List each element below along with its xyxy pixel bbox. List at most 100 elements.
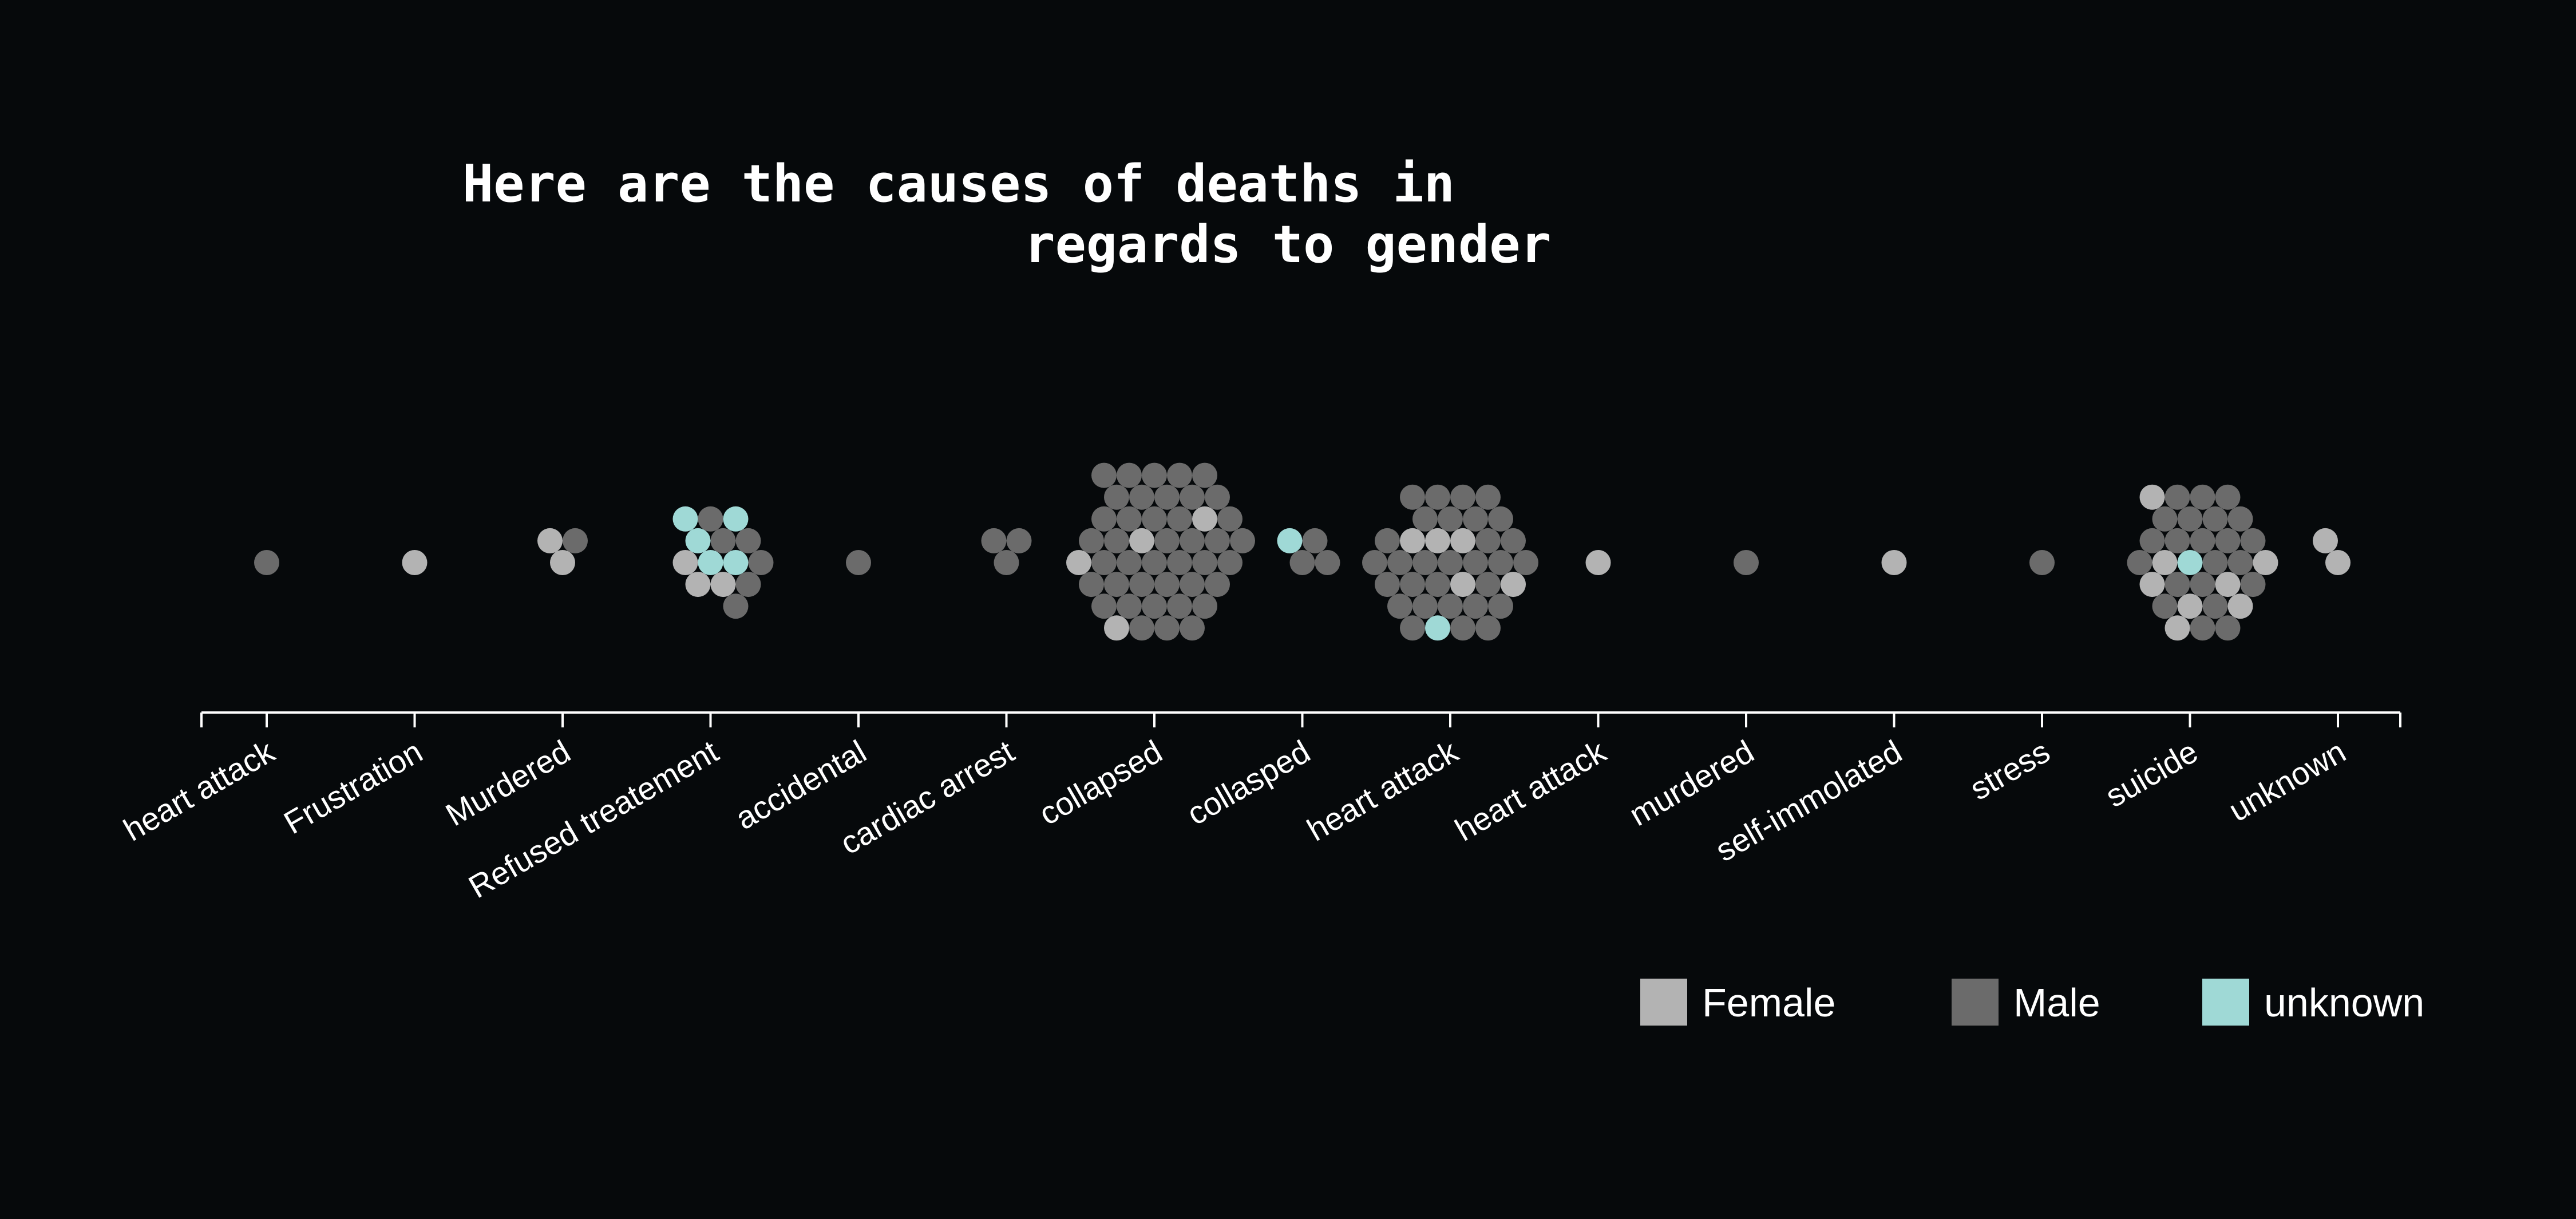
data-point-male [1289, 550, 1315, 575]
data-point-male [1154, 615, 1180, 641]
data-point-male [1180, 615, 1205, 641]
data-point-male [1154, 484, 1180, 510]
data-point-female [1450, 572, 1475, 597]
data-point-male [1091, 593, 1117, 619]
data-point-male [1091, 550, 1117, 575]
data-point-male [2240, 528, 2266, 553]
data-point-male [1167, 550, 1192, 575]
data-point-male [1400, 615, 1425, 641]
data-point-male [1167, 462, 1192, 488]
data-point-male [735, 572, 761, 597]
data-point-female [1450, 528, 1475, 553]
data-point-male [2190, 615, 2215, 641]
data-point-male [1438, 506, 1463, 532]
data-point-female [2152, 550, 2178, 575]
data-point-male [2165, 572, 2190, 597]
data-point-female [550, 550, 575, 575]
data-point-female [1129, 528, 1154, 553]
chart-title-line-2: regards to gender [1024, 215, 1551, 275]
data-point-male [1400, 484, 1425, 510]
data-point-male [748, 550, 774, 575]
data-point-male [698, 506, 723, 532]
x-tick-label: Refused treatement [462, 733, 725, 905]
data-point-unknown [672, 506, 698, 532]
data-point-male [1501, 528, 1526, 553]
data-point-female [2325, 550, 2351, 575]
data-point-male [2029, 550, 2055, 575]
legend-label-male: Male [2013, 980, 2100, 1025]
data-point-male [1412, 550, 1438, 575]
data-point-male [1180, 528, 1205, 553]
data-point-male [1217, 550, 1243, 575]
data-point-male [1091, 506, 1117, 532]
data-point-unknown [2177, 550, 2203, 575]
data-point-female [2227, 593, 2253, 619]
data-point-male [2127, 550, 2152, 575]
data-point-male [1129, 484, 1154, 510]
data-point-male [1192, 462, 1217, 488]
data-point-male [1450, 615, 1475, 641]
data-point-male [2215, 528, 2241, 553]
data-point-female [1585, 550, 1611, 575]
data-point-male [1205, 528, 1230, 553]
data-point-female [685, 572, 711, 597]
data-point-male [2202, 506, 2228, 532]
data-point-female [1104, 615, 1129, 641]
data-point-male [1438, 593, 1463, 619]
data-point-male [1192, 550, 1217, 575]
data-point-male [1167, 506, 1192, 532]
x-tick-label: Frustration [278, 733, 428, 841]
data-point-male [1475, 484, 1501, 510]
data-point-male [1104, 528, 1129, 553]
data-point-female [672, 550, 698, 575]
data-point-male [1425, 572, 1450, 597]
data-point-male [1154, 528, 1180, 553]
legend-label-unknown: unknown [2264, 980, 2424, 1025]
chart-title-line-1: Here are the causes of deaths in [462, 154, 1455, 214]
data-point-male [1475, 528, 1501, 553]
data-point-male [1129, 615, 1154, 641]
data-point-male [1142, 462, 1167, 488]
data-point-male [710, 528, 736, 553]
x-tick-label: collapsed [1033, 733, 1168, 832]
data-point-male [1142, 506, 1167, 532]
data-point-male [1412, 593, 1438, 619]
data-point-male [1463, 593, 1488, 619]
legend-swatch-unknown [2202, 979, 2249, 1026]
data-point-male [1387, 550, 1412, 575]
data-point-male [1488, 550, 1513, 575]
data-point-male [2227, 550, 2253, 575]
data-point-male [1513, 550, 1538, 575]
data-point-male [2190, 528, 2215, 553]
data-point-male [1475, 572, 1501, 597]
data-point-male [846, 550, 871, 575]
data-point-male [1400, 572, 1425, 597]
data-point-male [1117, 506, 1142, 532]
data-point-male [1375, 528, 1400, 553]
data-point-male [1387, 593, 1412, 619]
data-point-male [1302, 528, 1328, 553]
data-point-male [1180, 484, 1205, 510]
data-point-male [1230, 528, 1255, 553]
data-point-female [2177, 593, 2203, 619]
data-point-male [1167, 593, 1192, 619]
x-tick-label: stress [1964, 733, 2056, 807]
data-point-male [1154, 572, 1180, 597]
data-point-male [1450, 484, 1475, 510]
data-point-female [2139, 484, 2165, 510]
data-points [254, 462, 2351, 641]
data-point-male [1463, 550, 1488, 575]
data-point-female [2253, 550, 2278, 575]
legend: Female Male unknown [1640, 979, 2424, 1026]
data-point-male [1079, 572, 1104, 597]
x-tick-label: murdered [1623, 733, 1760, 833]
data-point-unknown [723, 506, 749, 532]
data-point-male [1475, 615, 1501, 641]
data-point-male [1217, 506, 1243, 532]
data-point-female [1425, 528, 1450, 553]
data-point-female [1501, 572, 1526, 597]
data-point-male [1362, 550, 1387, 575]
data-point-male [2227, 506, 2253, 532]
data-point-female [2313, 528, 2338, 553]
data-point-male [1488, 593, 1513, 619]
